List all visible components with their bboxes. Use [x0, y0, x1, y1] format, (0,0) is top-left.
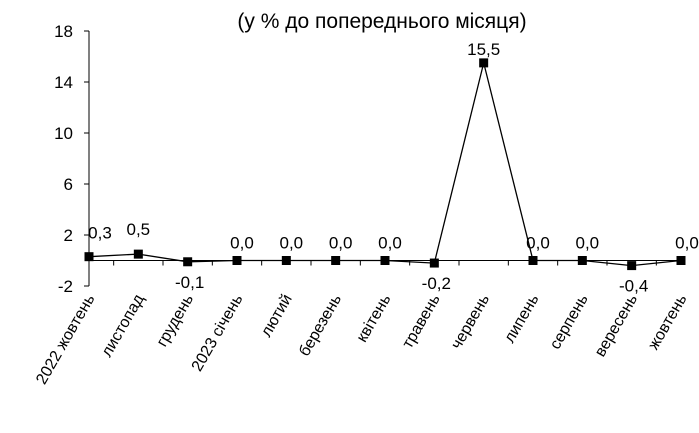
x-category-label: грудень	[154, 292, 197, 350]
x-category-label: травень	[399, 292, 443, 352]
x-category-label: червень	[448, 291, 493, 352]
data-point	[281, 256, 291, 265]
data-point	[232, 256, 242, 265]
data-point	[528, 256, 538, 265]
data-point	[429, 258, 439, 268]
y-tick-label: 10	[54, 124, 73, 143]
data-label: 0,0	[230, 234, 254, 253]
x-category-label: вересень	[592, 292, 641, 360]
chart-title: (у % до попереднього місяця)	[237, 10, 526, 33]
data-label: 0,0	[675, 234, 699, 253]
data-label: 0,0	[329, 234, 353, 253]
y-tick-label: 2	[64, 226, 73, 245]
data-label: 0,3	[88, 224, 112, 243]
x-category-label: листопад	[98, 291, 148, 360]
data-label: 0,0	[378, 234, 402, 253]
y-tick-label: 18	[54, 22, 73, 41]
x-category-label: квітень	[354, 292, 395, 346]
data-point	[577, 256, 587, 265]
data-point	[331, 256, 341, 265]
y-tick-label: -2	[58, 277, 73, 296]
data-point	[84, 252, 94, 262]
x-category-label: 2023 січень	[189, 292, 247, 375]
data-point	[183, 257, 193, 267]
data-label: 0,5	[127, 220, 151, 239]
x-category-label: березень	[296, 292, 345, 360]
data-point	[133, 249, 143, 259]
data-labels: 0,3 0,5 -0,1 0,0 0,0 0,0 0,0 -0,2 15,5 0,0 0,0 -0,4…	[88, 40, 699, 296]
y-axis-ticks: -2 2 6 10 14 18	[54, 22, 89, 296]
y-tick-label: 14	[54, 73, 73, 92]
x-category-label: липень	[501, 292, 542, 346]
data-label: -0,4	[619, 277, 648, 296]
y-tick-label: 6	[64, 175, 73, 194]
data-point	[479, 58, 489, 68]
x-category-label: 2022 жовтень	[33, 292, 98, 388]
x-category-label: лютий	[258, 292, 296, 340]
x-category-label: жовтень	[645, 292, 690, 353]
x-category-label: серпень	[547, 292, 592, 353]
data-label: 0,0	[280, 234, 304, 253]
data-label: -0,2	[422, 274, 451, 293]
data-point	[627, 261, 637, 271]
data-label: 0,0	[526, 234, 550, 253]
data-label: 0,0	[576, 234, 600, 253]
data-point	[676, 256, 686, 265]
series-markers	[84, 58, 686, 271]
data-label: -0,1	[175, 273, 204, 292]
data-label: 15,5	[467, 40, 500, 59]
data-point	[380, 256, 390, 265]
